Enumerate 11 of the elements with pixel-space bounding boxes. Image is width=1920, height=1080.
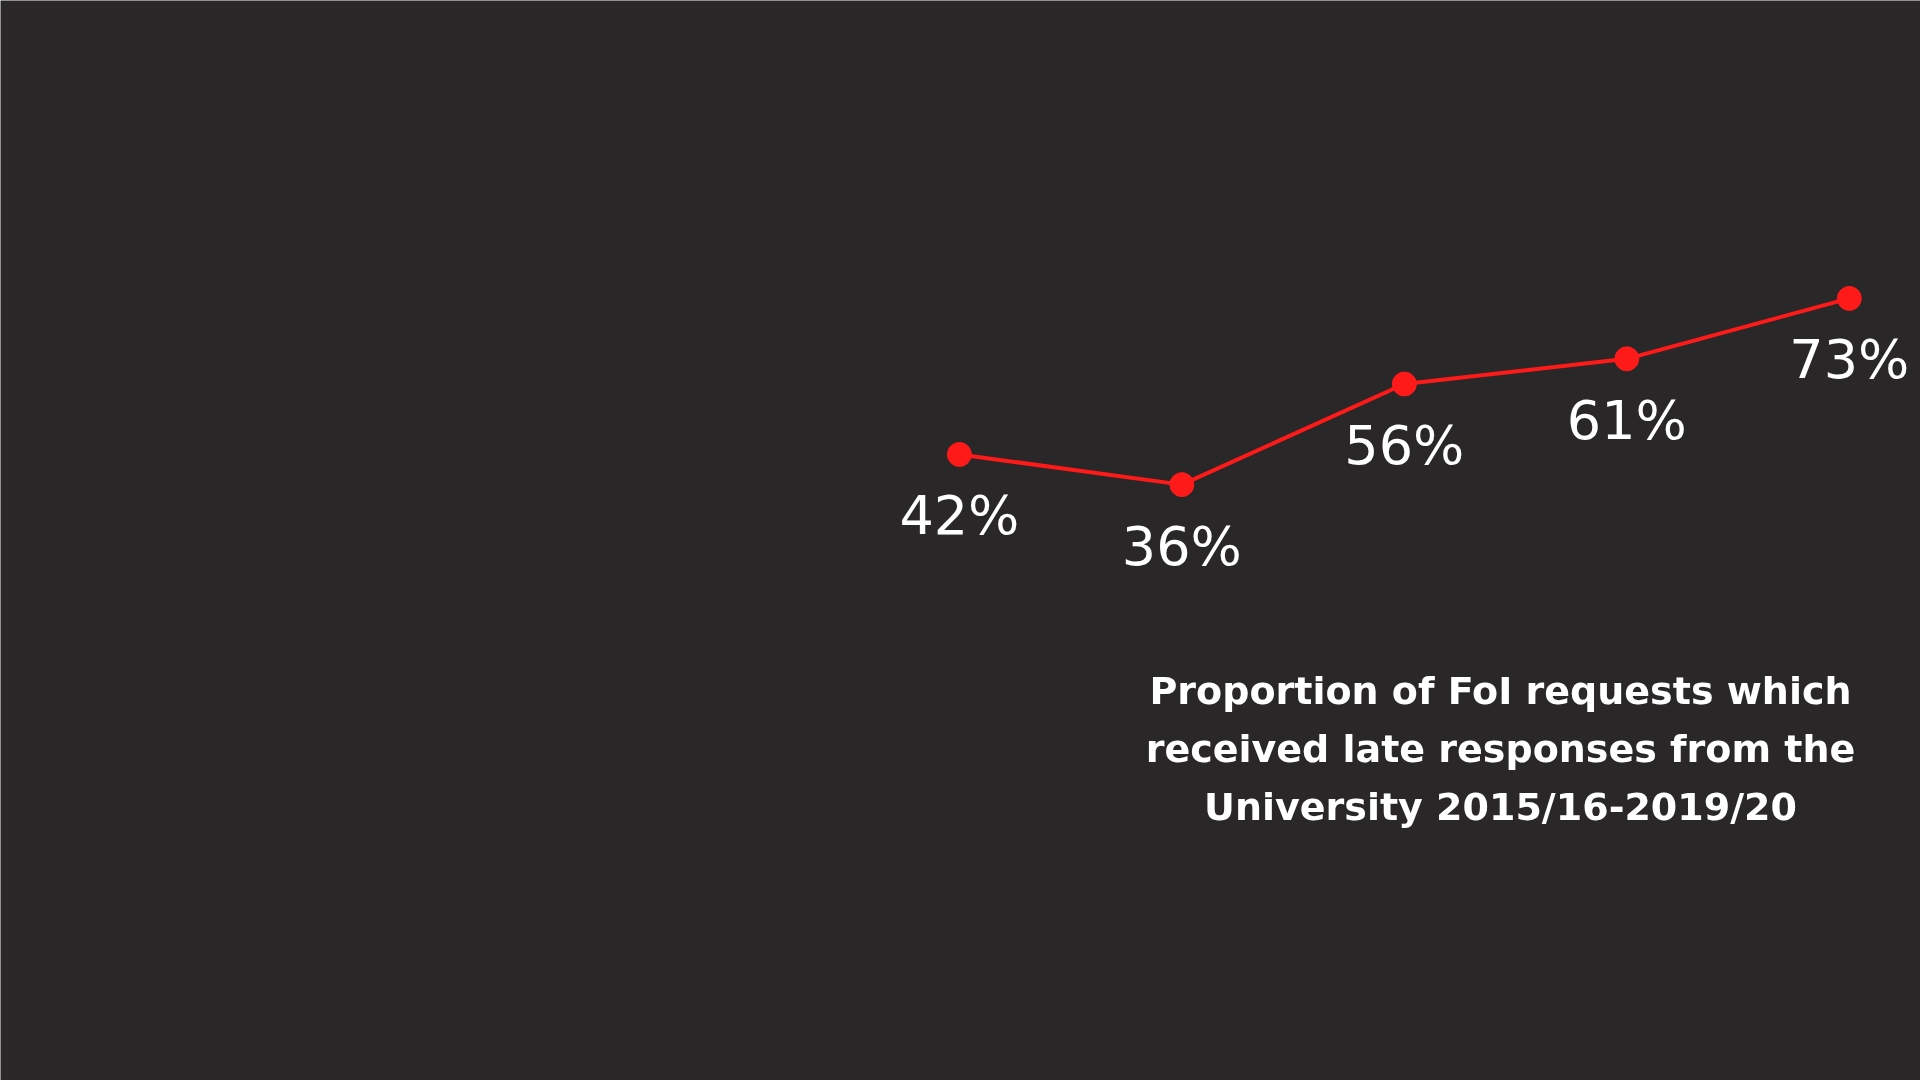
data-label: 42% xyxy=(899,484,1020,548)
point xyxy=(1614,346,1640,372)
data-label: 36% xyxy=(1121,514,1242,578)
point xyxy=(946,441,972,467)
text: Proportion of FoI requests which received late responses from the University 2015/16-2019/20 xyxy=(1145,668,1856,829)
point xyxy=(1169,472,1195,498)
point xyxy=(1836,285,1862,311)
data-label: 56% xyxy=(1344,413,1465,477)
data-label: 61% xyxy=(1566,388,1687,452)
point xyxy=(1391,371,1417,397)
data-label: 73% xyxy=(1789,328,1910,392)
